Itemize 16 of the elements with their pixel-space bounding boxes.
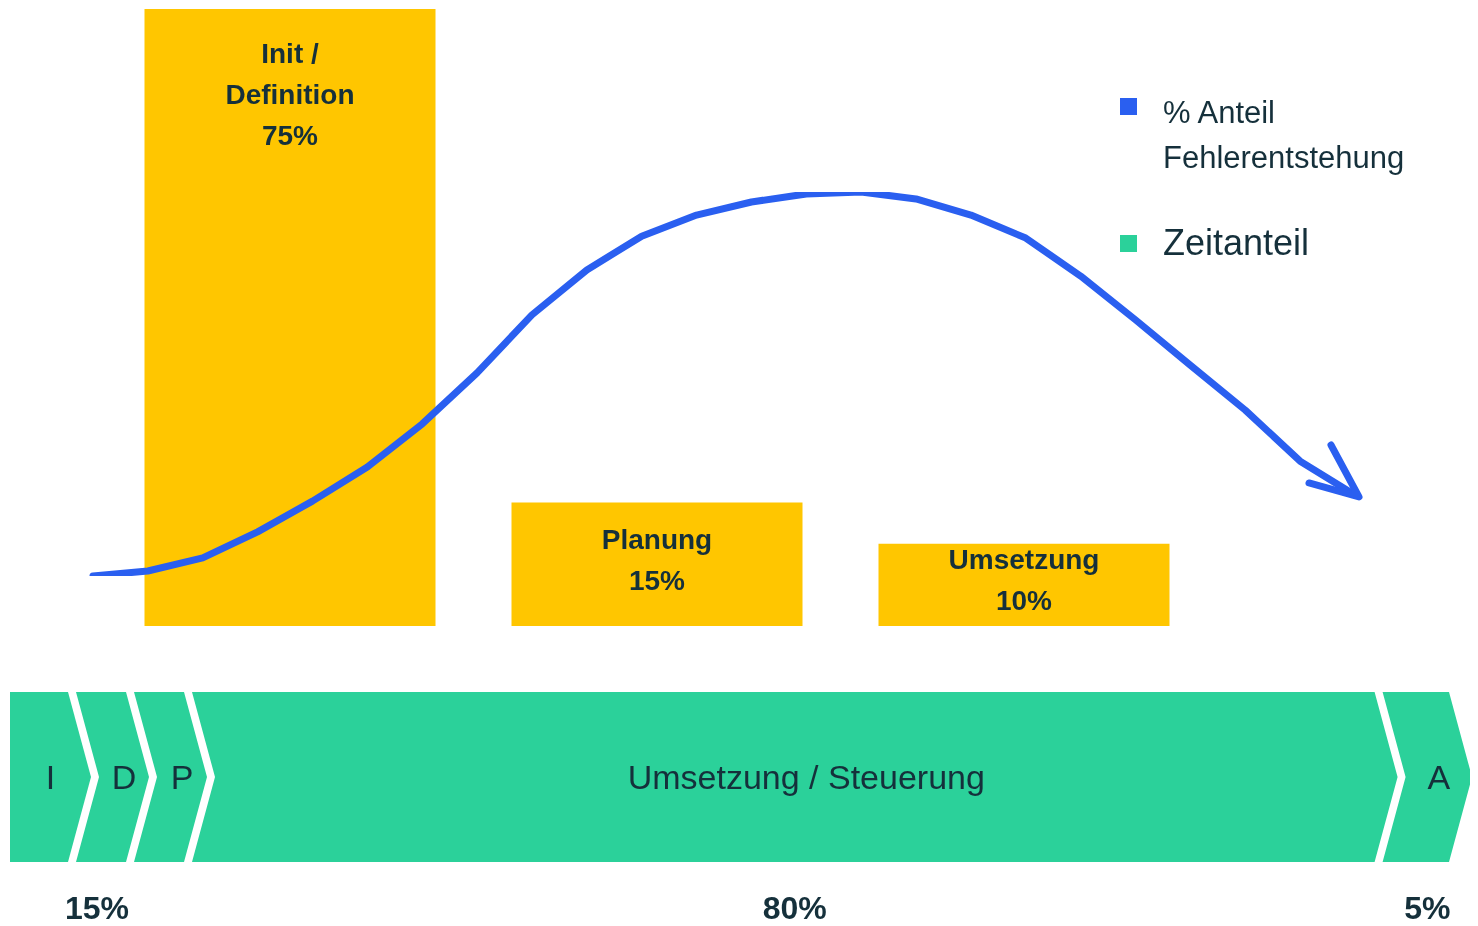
x-tick-label: Umsetzung: [948, 544, 1100, 576]
data-label: 80%: [762, 890, 827, 926]
category-label: I: [45, 758, 56, 796]
legend-label: Zeitanteil: [1163, 222, 1310, 264]
data-label: 5%: [1404, 890, 1451, 926]
category-label: P: [170, 758, 194, 796]
legend-label: % Anteil Fehlerentstehung: [1163, 94, 1406, 177]
category-label: D: [111, 758, 137, 796]
text: 15%: [64, 890, 130, 926]
data-label: 10%: [995, 585, 1053, 617]
x-tick-label: Init / Definition: [225, 37, 355, 110]
data-label: 75%: [261, 119, 319, 151]
category-label: A: [1427, 758, 1451, 796]
x-tick-label: Planung: [601, 523, 713, 555]
category-label: Umsetzung / Steuerung: [627, 758, 985, 796]
data-label: 15%: [628, 564, 686, 596]
